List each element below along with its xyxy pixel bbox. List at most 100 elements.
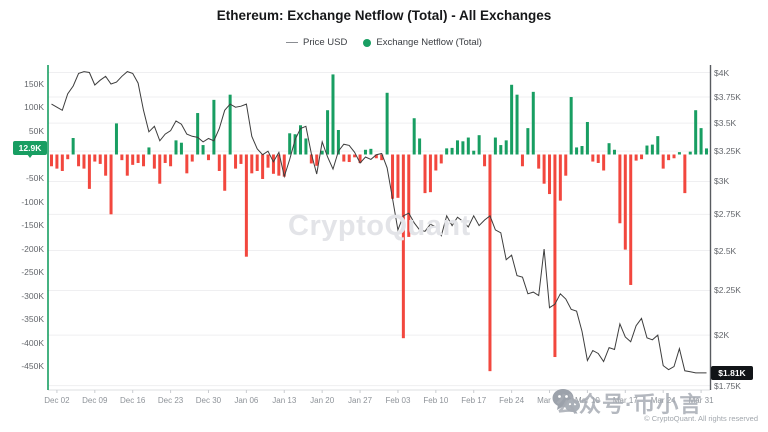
netflow-bar[interactable] <box>315 154 319 166</box>
netflow-bar[interactable] <box>531 91 535 155</box>
netflow-bar[interactable] <box>271 154 275 174</box>
netflow-bar[interactable] <box>304 138 308 155</box>
netflow-bar[interactable] <box>293 134 297 155</box>
netflow-bar[interactable] <box>190 154 194 162</box>
netflow-bar[interactable] <box>526 128 530 155</box>
netflow-bar[interactable] <box>77 154 81 167</box>
netflow-bar[interactable] <box>585 121 589 155</box>
netflow-bar[interactable] <box>163 154 167 163</box>
netflow-bar[interactable] <box>374 154 378 159</box>
netflow-bar[interactable] <box>515 94 519 155</box>
netflow-bar[interactable] <box>71 138 75 155</box>
netflow-bar[interactable] <box>607 143 611 155</box>
netflow-bar[interactable] <box>596 154 600 163</box>
netflow-bar[interactable] <box>472 150 476 155</box>
netflow-bar[interactable] <box>82 154 86 169</box>
netflow-bar[interactable] <box>672 154 676 159</box>
netflow-bar[interactable] <box>483 154 487 167</box>
netflow-bar[interactable] <box>493 137 497 155</box>
netflow-bar[interactable] <box>266 154 270 168</box>
netflow-bar[interactable] <box>634 154 638 161</box>
netflow-bar[interactable] <box>228 94 232 155</box>
netflow-bar[interactable] <box>650 144 654 155</box>
netflow-bar[interactable] <box>445 148 449 155</box>
netflow-bar[interactable] <box>358 154 362 163</box>
netflow-bar[interactable] <box>455 140 459 155</box>
netflow-bar[interactable] <box>699 128 703 155</box>
netflow-bar[interactable] <box>623 154 627 250</box>
netflow-bar[interactable] <box>694 110 698 155</box>
legend-item-price[interactable]: Price USD <box>286 37 347 48</box>
netflow-bar[interactable] <box>223 154 227 191</box>
netflow-bar[interactable] <box>520 154 524 167</box>
netflow-bar[interactable] <box>299 125 303 155</box>
netflow-bar[interactable] <box>618 154 622 224</box>
netflow-bar[interactable] <box>353 154 357 158</box>
netflow-bar[interactable] <box>450 147 454 155</box>
netflow-bar[interactable] <box>201 145 205 155</box>
netflow-bar[interactable] <box>179 142 183 155</box>
netflow-bar[interactable] <box>98 154 102 164</box>
netflow-bar[interactable] <box>542 154 546 184</box>
netflow-bar[interactable] <box>553 154 557 358</box>
netflow-bar[interactable] <box>537 154 541 169</box>
netflow-bar[interactable] <box>488 154 492 372</box>
netflow-bar[interactable] <box>326 110 330 155</box>
netflow-bar[interactable] <box>401 154 405 339</box>
netflow-bar[interactable] <box>369 148 373 155</box>
netflow-bar[interactable] <box>510 84 514 155</box>
netflow-bar[interactable] <box>569 97 573 155</box>
netflow-bar[interactable] <box>629 154 633 285</box>
netflow-bar[interactable] <box>645 145 649 155</box>
netflow-bar[interactable] <box>667 154 671 161</box>
netflow-bar[interactable] <box>277 154 281 176</box>
netflow-bar[interactable] <box>217 154 221 171</box>
netflow-bar[interactable] <box>174 140 178 155</box>
netflow-bar[interactable] <box>158 154 162 184</box>
netflow-bar[interactable] <box>244 154 248 257</box>
netflow-bar[interactable] <box>412 118 416 155</box>
netflow-bar[interactable] <box>548 154 552 195</box>
netflow-bar[interactable] <box>705 148 708 155</box>
netflow-bar[interactable] <box>212 99 216 155</box>
netflow-bar[interactable] <box>206 154 210 161</box>
netflow-bar[interactable] <box>147 147 151 155</box>
netflow-bar[interactable] <box>142 154 146 167</box>
netflow-bar[interactable] <box>661 154 665 169</box>
netflow-bar[interactable] <box>347 154 351 163</box>
netflow-bar[interactable] <box>558 154 562 201</box>
netflow-bar[interactable] <box>331 74 335 155</box>
netflow-bar[interactable] <box>612 149 616 155</box>
netflow-bar[interactable] <box>683 154 687 194</box>
netflow-bar[interactable] <box>109 154 113 215</box>
netflow-bar[interactable] <box>477 135 481 155</box>
netflow-bar[interactable] <box>688 151 692 155</box>
netflow-bar[interactable] <box>288 133 292 155</box>
netflow-bar[interactable] <box>504 140 508 155</box>
netflow-bar[interactable] <box>120 154 124 161</box>
netflow-bar[interactable] <box>677 152 681 155</box>
netflow-bar[interactable] <box>114 123 118 155</box>
netflow-bar[interactable] <box>87 154 91 189</box>
netflow-bar[interactable] <box>380 154 384 161</box>
netflow-bar[interactable] <box>656 136 660 155</box>
netflow-bar[interactable] <box>131 154 135 165</box>
netflow-bar[interactable] <box>591 154 595 162</box>
price-line[interactable] <box>51 71 707 374</box>
netflow-bar[interactable] <box>196 113 200 155</box>
netflow-bar[interactable] <box>66 154 70 160</box>
netflow-bar[interactable] <box>564 154 568 176</box>
netflow-bar[interactable] <box>234 154 238 169</box>
netflow-bar[interactable] <box>250 154 254 174</box>
netflow-bar[interactable] <box>385 92 389 155</box>
netflow-bar[interactable] <box>602 154 606 171</box>
netflow-bar[interactable] <box>282 154 286 177</box>
netflow-bar[interactable] <box>439 154 443 164</box>
netflow-bar[interactable] <box>391 154 395 199</box>
netflow-bar[interactable] <box>239 154 243 164</box>
netflow-bar[interactable] <box>55 154 59 169</box>
netflow-bar[interactable] <box>125 154 129 176</box>
netflow-bar[interactable] <box>169 154 173 167</box>
netflow-bar[interactable] <box>60 154 64 171</box>
